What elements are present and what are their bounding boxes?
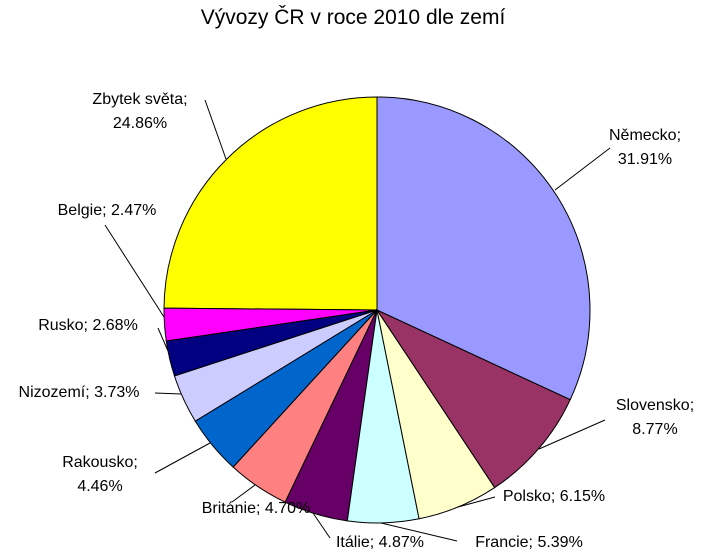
data-label: Nizozemí; 3.73% [18, 384, 140, 401]
leader-lines [104, 99, 611, 542]
leader-line [380, 522, 458, 542]
data-label: Británie; 4.70% [201, 500, 311, 517]
leader-line [154, 442, 211, 474]
data-label: Itálie; 4.87% [335, 534, 425, 551]
leader-line [554, 147, 611, 191]
pie-slice [376, 96, 591, 401]
data-label: Německo; 31.91% [608, 127, 682, 168]
data-label: Rakousko; 4.46% [62, 454, 138, 495]
chart-title: Vývozy ČR v roce 2010 dle zemí [200, 6, 506, 29]
leader-line [231, 484, 256, 503]
leader-line [312, 512, 331, 539]
leader-line [538, 419, 606, 450]
pie-slice [375, 308, 571, 489]
pie-slice [163, 96, 378, 311]
data-label: Francie; 5.39% [475, 534, 583, 551]
leader-line [154, 392, 182, 395]
leader-line [157, 327, 169, 352]
data-label: Rusko; 2.68% [38, 317, 138, 334]
leader-line [204, 99, 227, 160]
data-label: Zbytek světa; 24.86% [92, 91, 188, 132]
data-label: Polsko; 6.15% [502, 488, 606, 505]
leader-line [104, 224, 165, 318]
leader-line [457, 496, 496, 508]
data-label: Slovensko; 8.77% [615, 397, 695, 438]
data-label: Belgie; 2.47% [57, 202, 157, 219]
